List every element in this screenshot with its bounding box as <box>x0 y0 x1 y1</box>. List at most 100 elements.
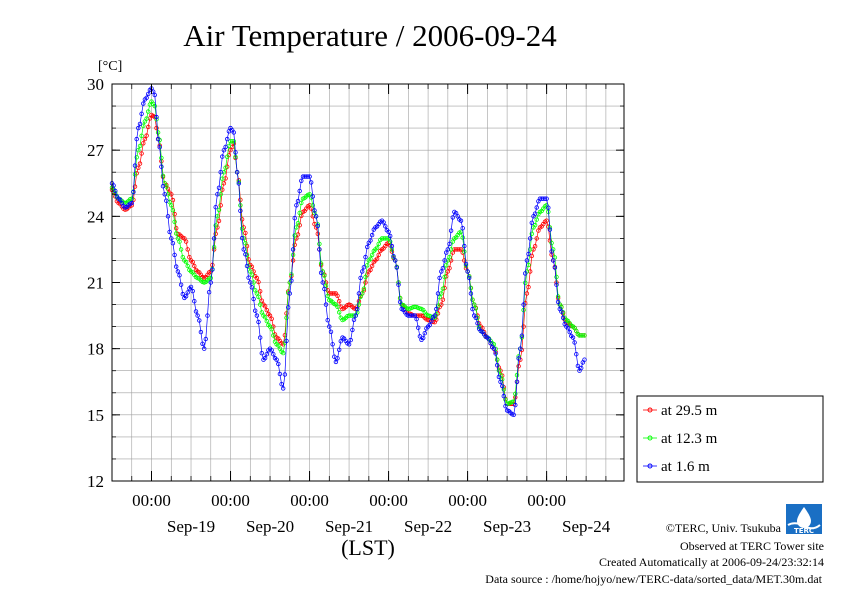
data-point <box>468 285 474 291</box>
y-tick-label: 15 <box>87 406 104 425</box>
data-point <box>254 313 260 318</box>
data-point <box>534 205 539 210</box>
data-point <box>495 363 500 368</box>
data-point <box>170 207 176 213</box>
data-point <box>258 289 263 294</box>
data-point <box>369 232 375 238</box>
data-point <box>178 282 184 287</box>
x-tick-label-day: Sep-21 <box>325 517 373 536</box>
data-point <box>136 125 141 131</box>
data-point <box>361 286 367 291</box>
data-point <box>139 133 144 138</box>
data-point <box>468 291 474 296</box>
data-point <box>529 253 534 259</box>
x-tick-label-time: 00:00 <box>527 491 566 510</box>
legend: at 29.5 m at 12.3 m at 1.6 m <box>636 395 824 483</box>
data-point <box>305 174 311 179</box>
data-point <box>159 164 164 169</box>
data-point <box>381 220 386 225</box>
data-point <box>131 189 136 195</box>
terc-logo: TERC <box>786 504 822 535</box>
data-point <box>315 231 320 236</box>
data-point <box>337 310 342 315</box>
data-point <box>197 318 202 323</box>
data-point <box>351 317 357 322</box>
data-point <box>172 252 177 258</box>
data-point <box>529 231 534 236</box>
x-tick-label-time: 00:00 <box>290 491 329 510</box>
data-point <box>290 247 296 252</box>
data-point <box>447 255 452 260</box>
data-point <box>493 351 498 356</box>
data-point <box>213 231 218 236</box>
data-point <box>224 154 230 159</box>
data-point <box>532 222 538 228</box>
data-point <box>216 218 222 224</box>
data-point <box>388 233 393 239</box>
data-point <box>183 294 189 299</box>
data-point <box>524 258 530 263</box>
data-point <box>429 318 434 324</box>
data-point <box>579 365 584 371</box>
data-point <box>274 357 279 362</box>
data-point <box>264 352 269 357</box>
data-point <box>501 387 506 392</box>
data-point <box>144 116 149 121</box>
data-point <box>365 263 370 268</box>
data-point <box>526 262 531 268</box>
data-point <box>262 355 268 361</box>
data-point <box>178 247 184 252</box>
data-point <box>393 258 398 263</box>
data-point <box>318 270 324 275</box>
data-point <box>129 196 134 201</box>
data-point <box>570 335 576 340</box>
y-tick-label: 18 <box>87 340 104 359</box>
data-point <box>299 178 304 183</box>
data-point <box>467 275 472 281</box>
series-line <box>111 100 585 405</box>
data-point <box>220 176 225 181</box>
data-point <box>139 151 144 156</box>
x-tick-label-time: 00:00 <box>132 491 171 510</box>
y-tick-label: 12 <box>87 472 104 491</box>
data-point <box>554 282 559 287</box>
data-point <box>185 247 190 252</box>
data-point <box>450 215 455 220</box>
data-point <box>173 225 179 231</box>
data-point <box>259 298 264 303</box>
data-point <box>292 215 297 221</box>
data-point <box>518 346 523 351</box>
y-unit-label: [°C] <box>98 59 122 74</box>
data-point <box>216 185 222 190</box>
data-point <box>239 226 245 231</box>
data-point <box>284 338 289 344</box>
data-point <box>295 198 301 204</box>
data-point <box>248 280 253 285</box>
data-point <box>523 280 528 285</box>
data-point <box>320 280 325 285</box>
data-point <box>213 223 218 228</box>
data-point <box>238 208 243 213</box>
data-point <box>223 144 228 150</box>
data-point <box>503 397 508 402</box>
x-tick-label-day: Sep-23 <box>483 517 531 536</box>
data-point <box>239 217 245 222</box>
data-point <box>534 217 539 222</box>
data-point <box>559 309 564 314</box>
data-point <box>294 203 299 208</box>
data-point <box>315 223 320 229</box>
data-point <box>388 239 393 244</box>
data-point <box>323 302 329 307</box>
data-point <box>224 136 230 142</box>
data-point <box>281 350 286 356</box>
data-point <box>282 372 288 377</box>
data-point <box>185 263 190 269</box>
data-point <box>192 263 197 269</box>
data-point <box>335 293 340 298</box>
y-tick-label: 27 <box>87 141 105 160</box>
data-point <box>132 163 138 168</box>
data-point <box>445 269 450 274</box>
data-point <box>313 214 319 219</box>
source-text: Data source : /home/hojyo/new/TERC-data/… <box>485 572 822 586</box>
data-point <box>511 412 516 417</box>
